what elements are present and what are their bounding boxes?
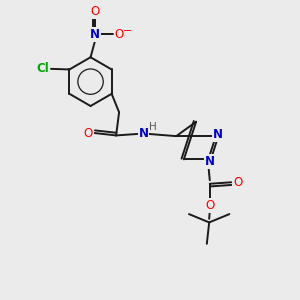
Text: O: O — [84, 127, 93, 140]
Text: O: O — [233, 176, 242, 189]
Text: O: O — [115, 28, 124, 41]
Text: −: − — [123, 26, 132, 36]
Text: N: N — [90, 28, 100, 41]
Text: H: H — [149, 122, 157, 132]
Text: Cl: Cl — [36, 62, 49, 75]
Text: O: O — [90, 5, 100, 18]
Text: O: O — [205, 199, 214, 212]
Text: N: N — [205, 155, 215, 168]
Text: N: N — [213, 128, 223, 142]
Text: N: N — [139, 127, 148, 140]
